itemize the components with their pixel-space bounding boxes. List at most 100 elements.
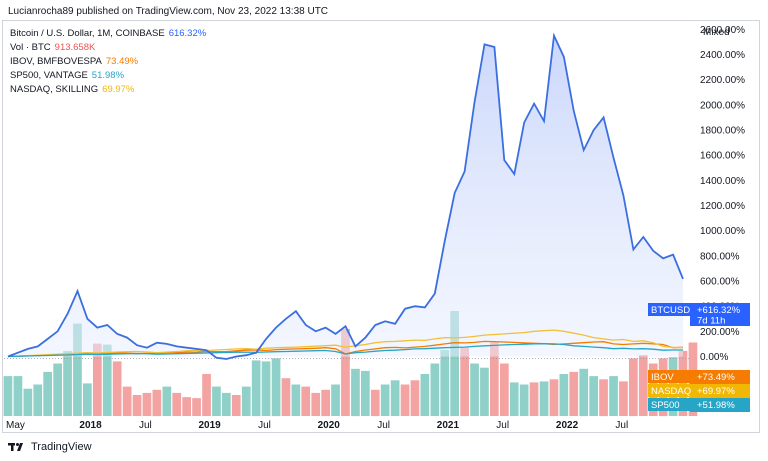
volume-bar xyxy=(73,323,82,416)
y-tick-label: 1800.00% xyxy=(700,126,745,137)
volume-bar xyxy=(440,349,450,417)
volume-bar xyxy=(480,367,489,416)
y-tick-label: 800.00% xyxy=(700,251,740,262)
badge-label-bg xyxy=(648,384,690,397)
series-line-nasdaq xyxy=(7,329,684,358)
volume-bar xyxy=(152,389,162,417)
tradingview-footer[interactable]: TradingView xyxy=(8,441,92,453)
series-line-btcusd xyxy=(7,32,684,360)
volume-bar xyxy=(43,371,52,416)
badge-value: +51.98% xyxy=(697,400,735,411)
scale-mode-label[interactable]: Mixed xyxy=(703,27,730,38)
volume-bar xyxy=(678,350,688,416)
badge-label-bg xyxy=(648,370,690,383)
volume-bar xyxy=(3,376,13,416)
volume-bar xyxy=(619,381,628,416)
volume-bar xyxy=(291,384,301,416)
y-tick-label: 1000.00% xyxy=(700,226,745,237)
volume-bar xyxy=(589,376,598,416)
volume-bar xyxy=(142,392,152,416)
btc-area-fill xyxy=(8,35,683,359)
volume-bar xyxy=(281,378,291,416)
volume-bar xyxy=(251,360,261,417)
volume-bar xyxy=(380,384,390,416)
badge-label-bg xyxy=(648,398,690,411)
badge-label: SP500 xyxy=(651,400,680,411)
badge-countdown: 7d 11h xyxy=(697,316,725,327)
volume-bar xyxy=(271,358,281,417)
volume-bar xyxy=(23,388,33,416)
legend-value-ibov: 73.49% xyxy=(105,56,139,67)
y-tick-label: 200.00% xyxy=(700,327,740,338)
brand-name: TradingView xyxy=(31,441,92,453)
x-tick-label: 2020 xyxy=(318,420,341,431)
chart-frame xyxy=(2,20,760,433)
legend-name-volume: Vol · BTC xyxy=(10,42,51,53)
volume-bar xyxy=(261,361,271,416)
legend-row-nasdaq[interactable]: NASDAQ, SKILLING 69.97% xyxy=(10,83,206,97)
volume-bar xyxy=(192,398,201,416)
volume-bar xyxy=(559,374,569,416)
x-tick-label: 2021 xyxy=(437,420,460,431)
y-tick-label: 2000.00% xyxy=(700,100,745,111)
y-tick-label: 1600.00% xyxy=(700,151,745,162)
badge-value: +616.32% xyxy=(697,305,741,316)
volume-bar xyxy=(460,347,469,417)
volume-bar xyxy=(33,384,43,416)
volume-bar xyxy=(490,342,499,416)
volume-bar xyxy=(549,379,559,417)
y-tick-label: 600.00% xyxy=(700,277,740,288)
y-tick-label: 1200.00% xyxy=(700,201,745,212)
badge-value: +69.97% xyxy=(697,386,735,397)
x-tick-label: Jul xyxy=(377,420,390,431)
badge-value: +73.49% xyxy=(697,372,735,383)
volume-bar xyxy=(311,392,321,416)
x-tick-label: Jul xyxy=(258,420,271,431)
legend-row-volume[interactable]: Vol · BTC 913.658K xyxy=(10,41,206,55)
volume-bar xyxy=(629,358,638,417)
volume-bar xyxy=(93,343,102,416)
y-tick-label: 2600.00% xyxy=(700,25,745,36)
volume-bar xyxy=(341,328,350,416)
volume-bar xyxy=(351,368,360,417)
legend-name-btc: Bitcoin / U.S. Dollar, 1M, COINBASE xyxy=(10,28,165,39)
volume-bar xyxy=(529,382,539,416)
volume-bar xyxy=(321,389,330,417)
x-tick-label: Jul xyxy=(139,420,152,431)
volume-bar xyxy=(132,395,142,416)
volume-bar xyxy=(162,386,172,416)
volume-bar xyxy=(599,379,608,417)
volume-bar xyxy=(410,380,420,416)
series-line-sp500 xyxy=(7,343,683,358)
volume-bar xyxy=(202,374,211,416)
legend-value-volume: 913.658K xyxy=(54,42,96,53)
publisher-caption: Lucianrocha89 published on TradingView.c… xyxy=(8,6,329,17)
volume-bar xyxy=(500,363,509,416)
volume-bar xyxy=(430,363,440,416)
volume-bar xyxy=(638,355,648,416)
y-tick-label: 0.00% xyxy=(700,352,728,363)
legend-row-ibov[interactable]: IBOV, BMFBOVESPA 73.49% xyxy=(10,55,206,69)
legend-name-ibov: IBOV, BMFBOVESPA xyxy=(10,56,102,67)
volume-bar xyxy=(212,386,221,416)
legend-value-sp500: 51.98% xyxy=(91,70,125,81)
legend-row-sp500[interactable]: SP500, VANTAGE 51.98% xyxy=(10,69,206,83)
legend-value-nasdaq: 69.97% xyxy=(102,84,135,95)
badge-label: BTCUSD xyxy=(651,305,690,316)
badge-value-bg xyxy=(690,398,750,412)
badge-value-bg xyxy=(690,303,750,326)
volume-bar xyxy=(172,392,182,416)
x-tick-label: Jul xyxy=(615,420,628,431)
y-tick-label: 1400.00% xyxy=(700,176,745,187)
badge-label-bg xyxy=(648,303,690,316)
volume-bar xyxy=(470,363,479,416)
volume-bar xyxy=(370,389,380,417)
volume-bar xyxy=(231,395,241,416)
volume-bar xyxy=(53,363,62,416)
volume-bar xyxy=(609,376,618,416)
x-tick-label: Jul xyxy=(496,420,509,431)
legend-row-btc[interactable]: Bitcoin / U.S. Dollar, 1M, COINBASE 616.3… xyxy=(10,27,206,41)
volume-bar xyxy=(509,382,519,416)
x-tick-label: 2018 xyxy=(79,420,102,431)
